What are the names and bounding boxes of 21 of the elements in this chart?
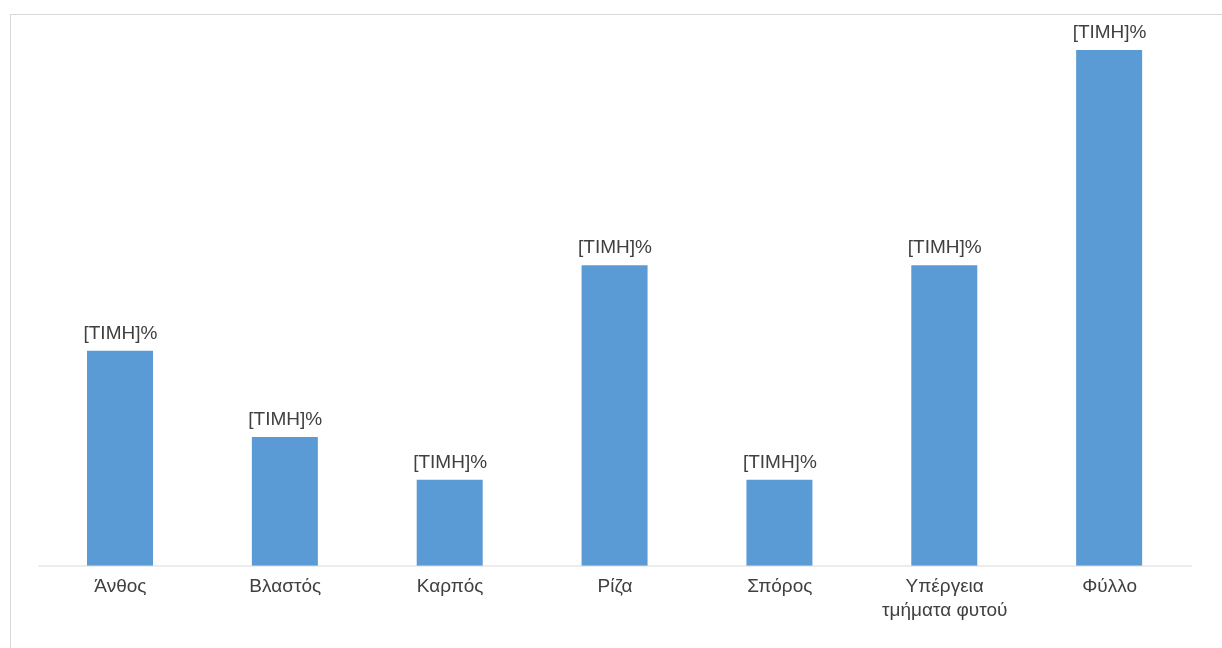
bar: [1076, 50, 1143, 566]
bar: [87, 350, 153, 566]
x-tick-label: Άνθος: [94, 575, 147, 596]
x-tick-label: Βλαστός: [249, 575, 322, 596]
annotation: [ΤΙΜΗ]%: [413, 450, 488, 472]
x-tick-label: Φύλλο: [1082, 575, 1137, 596]
annotation: [ΤΙΜΗ]%: [248, 408, 323, 429]
annotation: [ΤΙΜΗ]%: [1072, 21, 1147, 42]
bar: [911, 265, 978, 566]
annotation: [ΤΙΜΗ]%: [907, 236, 982, 258]
x-tick-label: Ρίζα: [597, 575, 633, 596]
bar: [746, 479, 813, 566]
bar: [581, 265, 648, 566]
x-tick-label: Σπόρος: [747, 575, 813, 596]
bar: [251, 437, 318, 566]
annotation: [ΤΙΜΗ]%: [83, 321, 158, 343]
x-tick-label: Υπέργεια τμήματα φυτού: [882, 575, 1008, 620]
annotation: [ΤΙΜΗ]%: [742, 450, 817, 472]
bar: [416, 479, 483, 566]
annotation: [ΤΙΜΗ]%: [578, 236, 653, 258]
x-tick-label: Καρπός: [416, 575, 484, 596]
